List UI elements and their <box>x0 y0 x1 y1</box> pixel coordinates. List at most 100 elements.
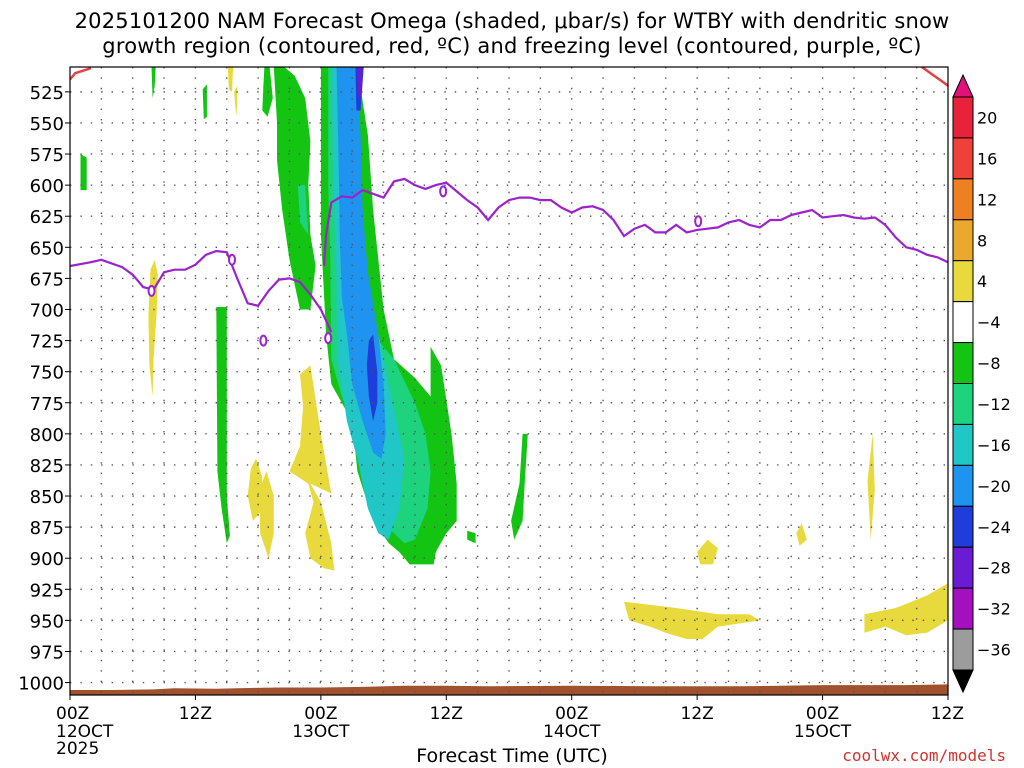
colorbar-swatch <box>952 628 974 671</box>
y-tick-label: 525 <box>30 83 64 104</box>
omega-pos-patch-9 <box>697 539 718 565</box>
y-tick-label: 875 <box>30 518 64 539</box>
x-tick-date: 14OCT <box>543 722 601 742</box>
y-tick-label: 925 <box>30 580 64 601</box>
x-tick-label: 00Z <box>806 704 839 724</box>
x-tick-label: 12Z <box>179 704 212 724</box>
credit-text: coolwx.com/models <box>842 746 1006 765</box>
y-tick-label: 900 <box>30 549 64 570</box>
colorbar-label: −24 <box>977 518 1011 537</box>
y-tick-label: 725 <box>30 332 64 353</box>
colorbar-swatch <box>952 546 974 589</box>
colorbar-swatch <box>952 342 974 385</box>
freezing-level-label <box>439 185 448 198</box>
x-tick-label: 12Z <box>430 704 463 724</box>
x-axis-label: Forecast Time (UTC) <box>416 745 608 767</box>
omega-pos-patch-6 <box>234 85 238 117</box>
y-tick-label: 1000 <box>18 674 64 695</box>
colorbar-arrow-top <box>952 73 974 98</box>
colorbar-label: 8 <box>977 231 987 250</box>
freezing-level-line-east <box>322 177 948 267</box>
y-tick-label: 675 <box>30 269 64 290</box>
x-tick-label: 00Z <box>555 704 588 724</box>
y-tick-label: 600 <box>30 176 64 197</box>
omega-neg8-patch-a <box>297 185 309 235</box>
colorbar-label: −12 <box>977 395 1011 414</box>
grid-layer <box>70 67 948 695</box>
colorbar-swatch <box>952 464 974 507</box>
y-tick-label: 650 <box>30 238 64 259</box>
dgz-contour-left <box>70 67 92 81</box>
x-tick-date: 12OCT <box>56 722 114 742</box>
colorbar-label: −16 <box>977 436 1011 455</box>
omega-neg4-band-main <box>273 67 316 310</box>
colorbar-swatch <box>952 301 974 344</box>
x-tick-label: 12Z <box>931 704 964 724</box>
omega-pos-patch-8 <box>624 601 760 639</box>
dgz-contour-right <box>921 67 948 87</box>
omega-neg20-core <box>366 334 378 422</box>
colorbar-label: 20 <box>977 108 997 127</box>
x-tick-date: 13OCT <box>292 722 350 742</box>
freezing-level-label <box>324 332 333 345</box>
colorbar-swatch <box>952 423 974 466</box>
colorbar-label: −20 <box>977 477 1011 496</box>
omega-pos-patch-4 <box>259 471 274 559</box>
colorbar-label: −8 <box>977 354 1001 373</box>
contour-layer <box>70 67 948 347</box>
omega-pos-patch-11 <box>867 433 875 540</box>
y-tick-label: 825 <box>30 456 64 477</box>
colorbar-swatch <box>952 178 974 221</box>
omega-neg4-patch-c <box>202 84 207 120</box>
freezing-level-label <box>259 334 268 347</box>
colorbar: 20 16 12 8 4 −4 −8 −12 −16 −20 −24 −28 −32 −36 <box>952 73 1011 694</box>
y-tick-label: 750 <box>30 363 64 384</box>
freezing-level-label <box>147 284 156 297</box>
y-tick-label: 800 <box>30 425 64 446</box>
colorbar-label: 16 <box>977 149 997 168</box>
omega-neg4-patch-b <box>151 67 156 99</box>
y-tick-label: 775 <box>30 394 64 415</box>
omega-pos-patch-10 <box>796 523 807 546</box>
colorbar-swatch <box>952 96 974 139</box>
colorbar-swatch <box>952 137 974 180</box>
x-tick-year: 2025 <box>56 739 99 759</box>
y-tick-label: 550 <box>30 114 64 135</box>
freezing-level-label <box>694 215 703 228</box>
omega-neg24-top <box>357 67 363 99</box>
omega-pos-patch-12 <box>864 583 948 636</box>
omega-neg4-patch-g <box>467 530 476 544</box>
omega-neg4-patch-e <box>216 307 230 544</box>
omega-neg4-patch-a <box>262 67 273 117</box>
chart-title-line1: 2025101200 NAM Forecast Omega (shaded, μ… <box>74 9 950 33</box>
x-tick-date: 15OCT <box>794 722 852 742</box>
freezing-level-label <box>228 253 237 266</box>
colorbar-label: −32 <box>977 600 1011 619</box>
y-tick-label: 950 <box>30 611 64 632</box>
omega-neg4-patch-d <box>80 154 87 191</box>
y-tick-label: 575 <box>30 145 64 166</box>
omega-pos-patch-3 <box>300 365 332 494</box>
freezing-level-line-west <box>70 249 333 333</box>
omega-neg4-patch-f <box>511 433 528 540</box>
x-tick-label: 00Z <box>304 704 337 724</box>
y-tick-label: 975 <box>30 642 64 663</box>
colorbar-label: −28 <box>977 559 1011 578</box>
colorbar-swatch <box>952 505 974 548</box>
omega-pos-patch-2 <box>289 379 335 571</box>
colorbar-label: 4 <box>977 272 987 291</box>
chart-title-line2: growth region (contoured, red, ºC) and f… <box>102 34 922 58</box>
y-tick-label: 625 <box>30 207 64 228</box>
y-tick-label: 700 <box>30 300 64 321</box>
colorbar-swatch <box>952 219 974 262</box>
axes-layer: 525 550 575 600 625 650 675 700 725 750 775 800 825 8… <box>18 66 964 759</box>
plot-frame <box>69 66 949 696</box>
colorbar-arrow-bottom <box>952 669 974 694</box>
omega-pos-patch-5 <box>247 458 263 521</box>
x-tick-label: 12Z <box>681 704 714 724</box>
colorbar-swatch <box>952 587 974 630</box>
omega-shading-layer <box>80 67 948 639</box>
colorbar-swatch <box>952 260 974 303</box>
colorbar-label: −36 <box>977 641 1011 660</box>
